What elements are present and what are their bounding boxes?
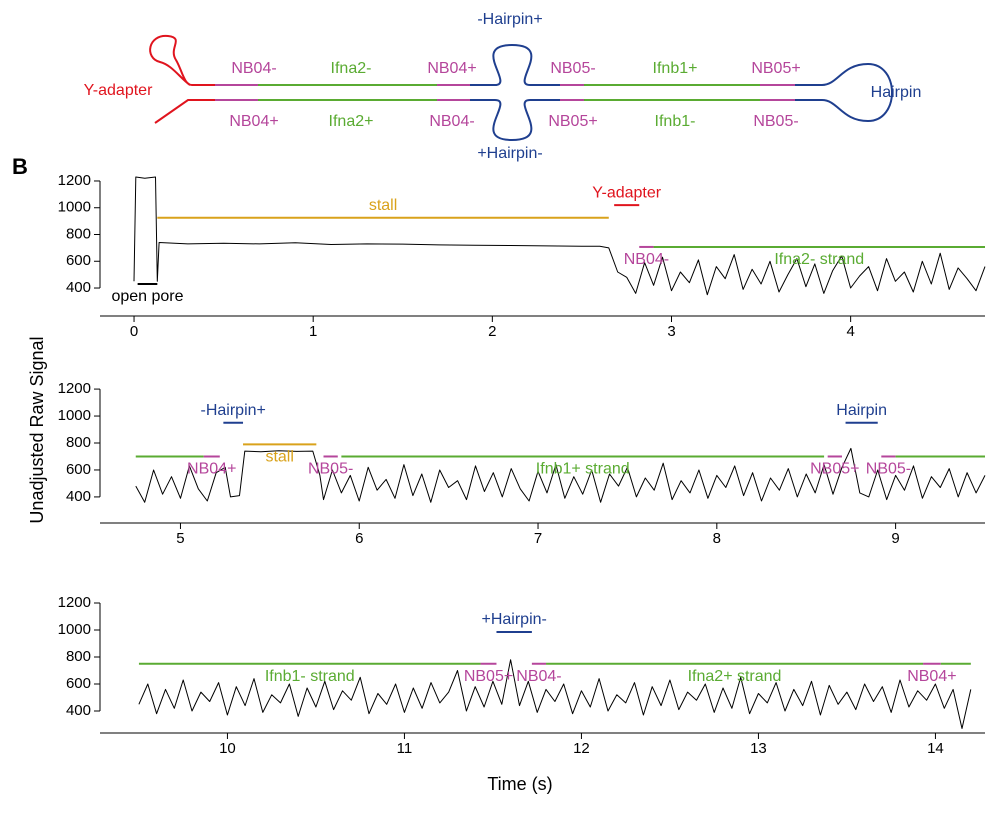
signal-trace [133, 176, 986, 296]
y-tick-label: 400 [66, 702, 91, 719]
y-adapter-tail [154, 99, 215, 124]
hairpin-loop [470, 99, 560, 142]
label: NB05+ [751, 60, 800, 77]
annotation-label: NB04+ [187, 461, 236, 478]
y-tick-label: 600 [66, 252, 91, 269]
x-tick-label: 2 [488, 323, 496, 340]
y-tick-label: 600 [66, 675, 91, 692]
annotation-label: NB05+ [464, 668, 513, 685]
signal-trace [135, 447, 986, 503]
annotation-label: Ifna2+ strand [688, 668, 782, 685]
annotation-label: Y-adapter [592, 184, 661, 201]
annotation-label: stall [265, 449, 293, 466]
annotation-label: NB04+ [907, 668, 956, 685]
y-axis-label: Unadjusted Raw Signal [27, 336, 47, 523]
x-tick-label: 14 [927, 740, 944, 757]
y-tick-label: 400 [66, 279, 91, 296]
annotation-label: NB05- [866, 461, 911, 478]
x-tick-label: 4 [846, 323, 854, 340]
x-axis-label: Time (s) [487, 774, 552, 794]
annotation-label: +Hairpin- [482, 611, 547, 628]
label: Ifnb1+ [653, 60, 698, 77]
annotation-label: Ifnb1+ strand [536, 461, 630, 478]
label: NB05- [753, 113, 798, 130]
y-tick-label: 1000 [58, 621, 91, 638]
x-tick-label: 9 [891, 530, 899, 547]
signal-trace [138, 659, 972, 729]
hairpin-loop [470, 43, 560, 86]
annotation-label: NB04- [516, 668, 561, 685]
x-tick-label: 11 [397, 740, 413, 757]
x-tick-label: 12 [573, 740, 590, 757]
label: Hairpin [871, 84, 922, 101]
x-tick-label: 5 [176, 530, 184, 547]
label: Ifna2+ [329, 113, 374, 130]
label: +Hairpin- [477, 145, 542, 162]
label: NB05+ [548, 113, 597, 130]
label: Ifnb1- [655, 113, 696, 130]
label: NB04+ [229, 113, 278, 130]
x-tick-label: 7 [534, 530, 542, 547]
y-tick-label: 1200 [58, 594, 91, 611]
y-tick-label: 1200 [58, 172, 91, 189]
annotation-label: Hairpin [836, 402, 887, 419]
annotation-label: NB04- [624, 251, 669, 268]
label: NB04+ [427, 60, 476, 77]
y-tick-label: 800 [66, 434, 91, 451]
panel-label: A [12, 8, 28, 33]
label: NB05- [550, 60, 595, 77]
x-tick-label: 3 [667, 323, 675, 340]
x-tick-label: 6 [355, 530, 363, 547]
x-tick-label: 8 [713, 530, 721, 547]
x-tick-label: 1 [309, 323, 317, 340]
y-tick-label: 800 [66, 225, 91, 242]
label: Y-adapter [84, 82, 153, 99]
y-tick-label: 800 [66, 648, 91, 665]
y-tick-label: 600 [66, 461, 91, 478]
y-tick-label: 1000 [58, 407, 91, 424]
y-adapter-loop [149, 34, 215, 86]
annotation-label: Ifnb1- strand [265, 668, 355, 685]
annotation-label: open pore [111, 288, 183, 305]
y-tick-label: 400 [66, 488, 91, 505]
x-tick-label: 10 [219, 740, 236, 757]
diagram-labels: Y-adapter NB04- Ifna2- NB04+ NB05- Ifnb1… [84, 11, 922, 162]
diagram: A [12, 8, 893, 142]
annotation-label: NB05+ [810, 461, 859, 478]
y-tick-label: 1200 [58, 380, 91, 397]
panel-label: B [12, 154, 28, 179]
x-tick-label: 0 [130, 323, 138, 340]
label: -Hairpin+ [477, 11, 542, 28]
annotation-label: Ifna2- strand [774, 251, 864, 268]
label: NB04- [429, 113, 474, 130]
annotation-label: -Hairpin+ [201, 402, 266, 419]
end-hairpin [795, 62, 893, 123]
y-tick-label: 1000 [58, 199, 91, 216]
x-tick-label: 13 [750, 740, 767, 757]
annotation-label: NB05- [308, 461, 353, 478]
label: NB04- [231, 60, 276, 77]
label: Ifna2- [331, 60, 372, 77]
annotation-label: stall [369, 197, 397, 214]
